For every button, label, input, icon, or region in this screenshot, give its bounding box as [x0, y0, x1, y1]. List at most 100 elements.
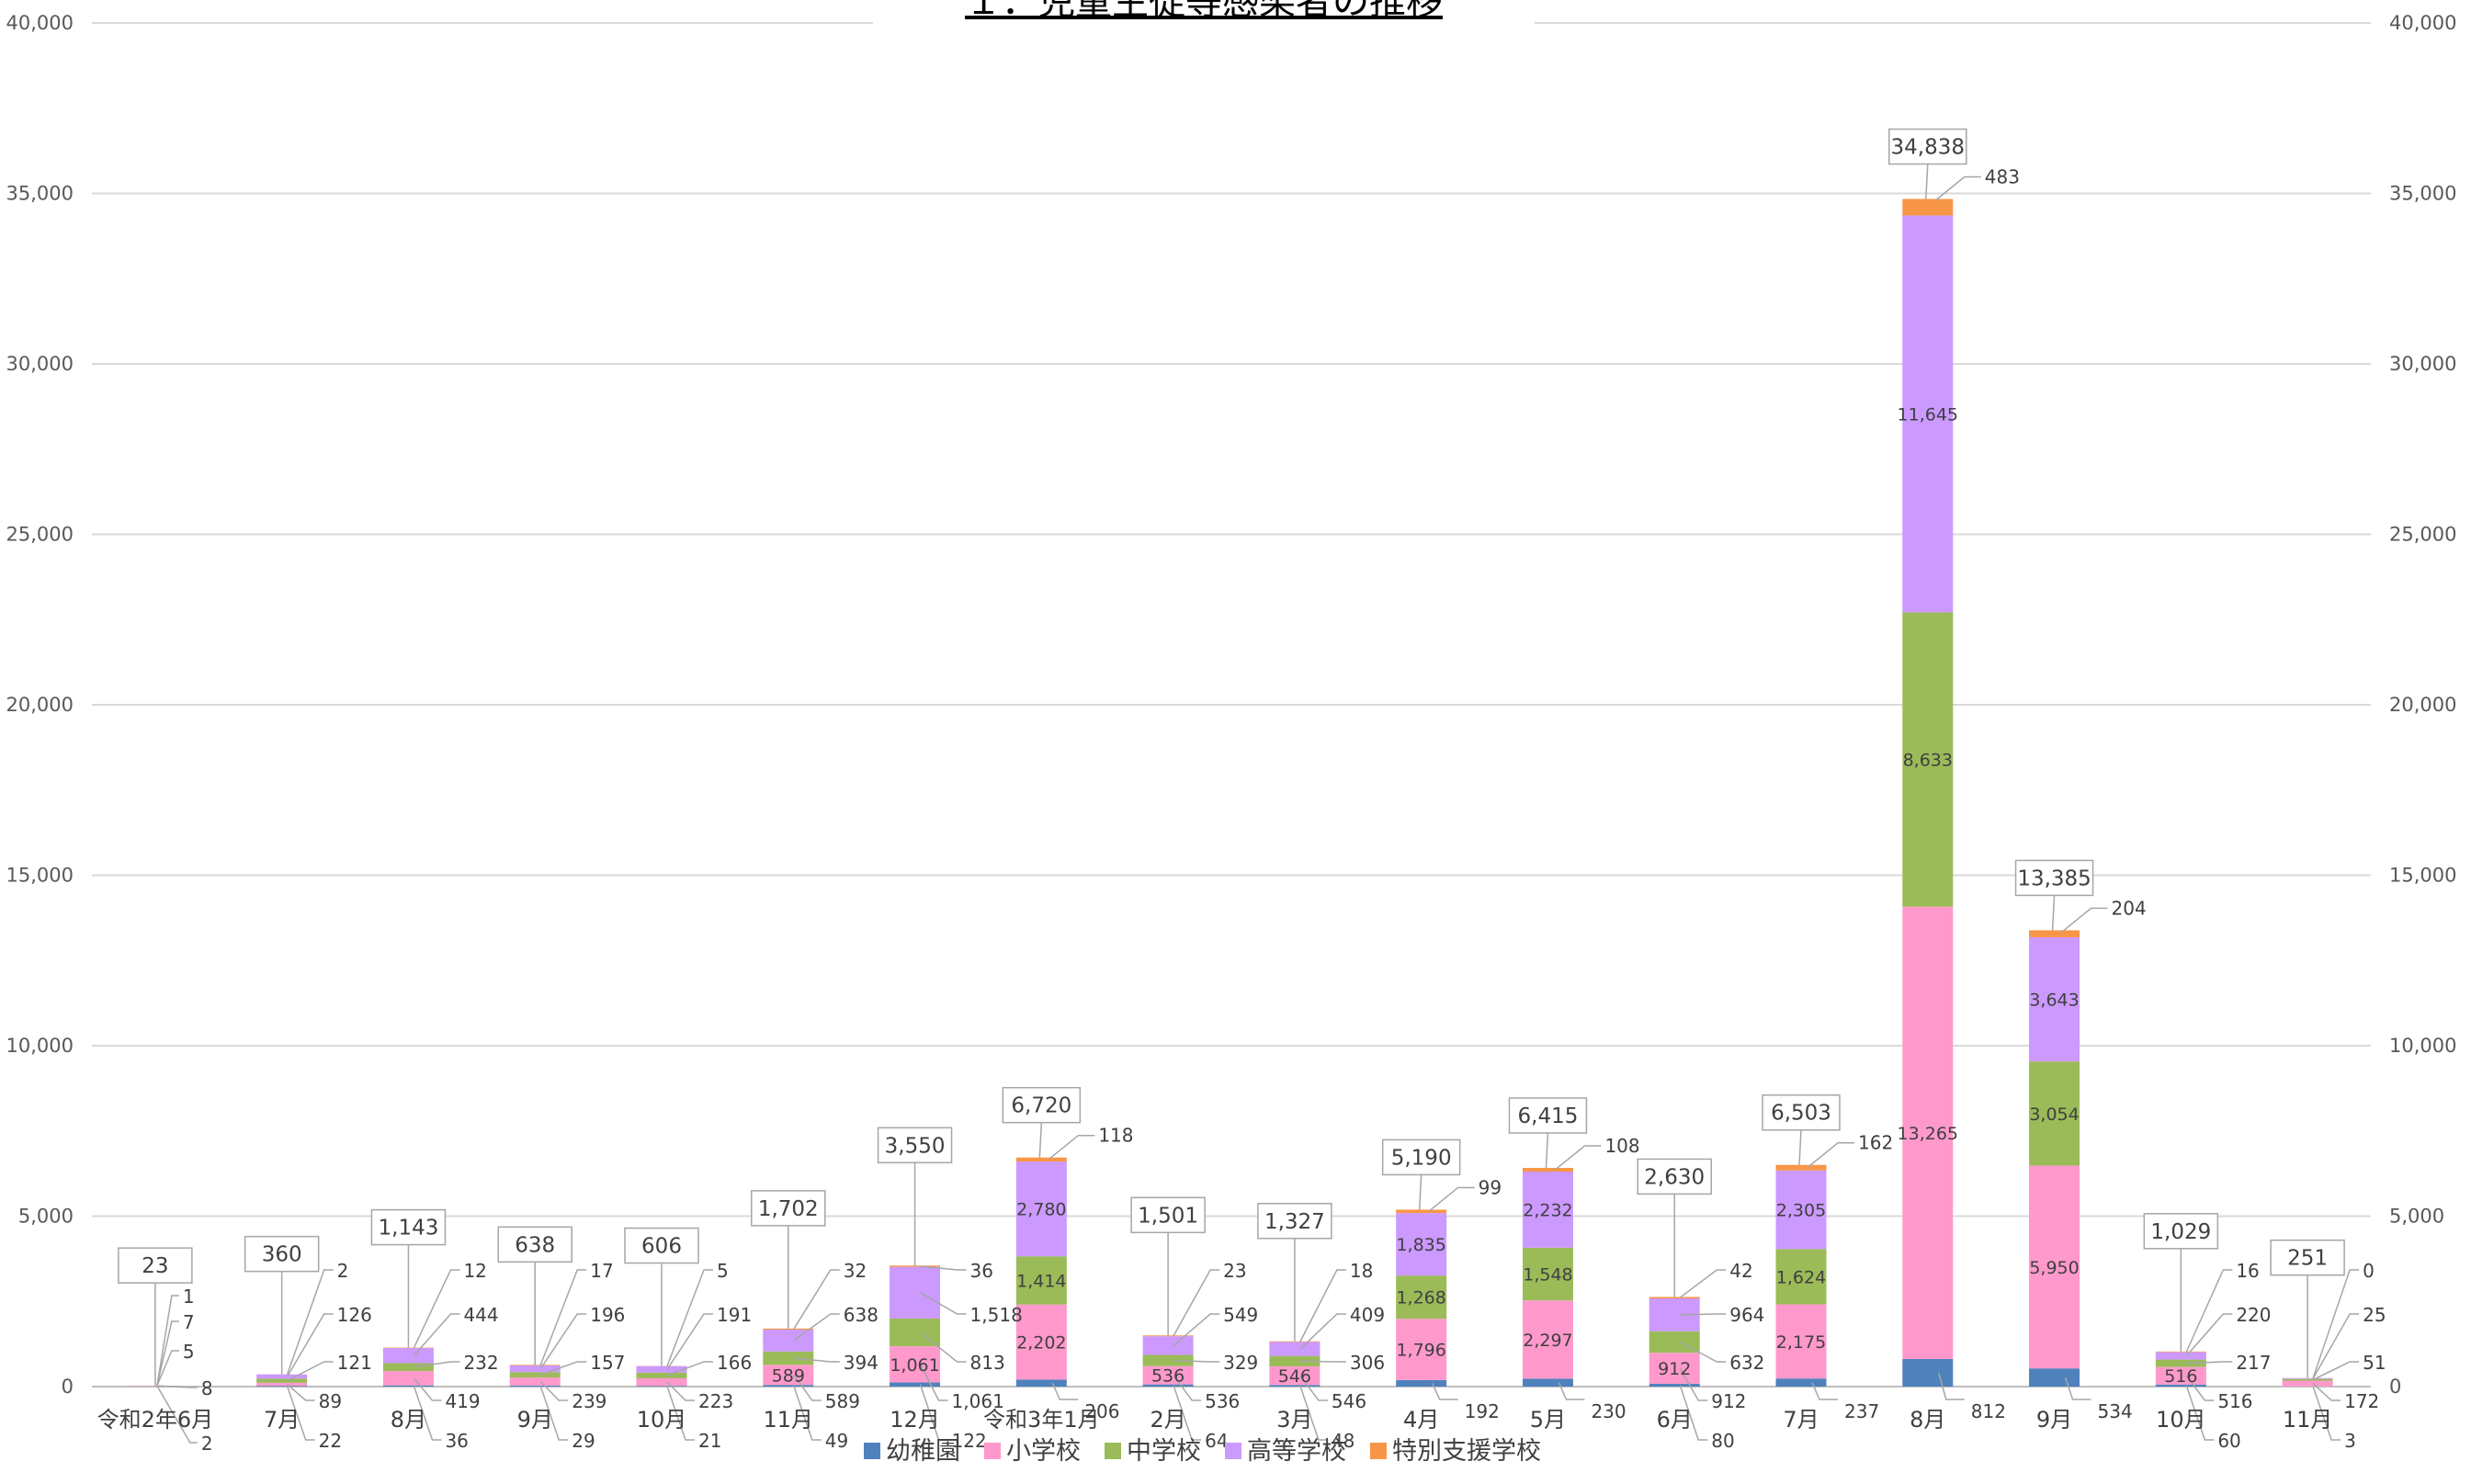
bar-segment	[636, 1377, 687, 1387]
segment-label: 812	[1971, 1400, 2006, 1422]
segment-label: 48	[1332, 1430, 1355, 1452]
x-tick-label: 10月	[2156, 1407, 2206, 1433]
bar-segment	[382, 1371, 434, 1386]
bar-segment	[1902, 198, 1954, 216]
leader-line	[1925, 164, 1929, 199]
bar-segment	[890, 1265, 941, 1267]
leader-line	[1811, 1382, 1838, 1400]
leader-line	[1048, 1134, 1095, 1161]
y-tick-label-right: 35,000	[2389, 183, 2456, 205]
y-tick-label-left: 0	[62, 1376, 74, 1398]
bar-segment	[2282, 1377, 2333, 1379]
bar-segment	[763, 1365, 814, 1386]
chart-title: １．児童生徒等感染者の推移	[965, 0, 1443, 23]
total-label: 3,550	[885, 1134, 946, 1158]
leader-line	[666, 1381, 695, 1401]
segment-label: 0	[2363, 1260, 2375, 1282]
leader-line	[1428, 1186, 1475, 1213]
leader-line	[1934, 176, 1981, 202]
segment-label: 1,061	[952, 1390, 1004, 1412]
segment-label: 204	[2112, 897, 2147, 919]
y-tick-label-left: 20,000	[6, 694, 74, 716]
segment-label: 964	[1729, 1304, 1764, 1326]
leader-line	[1173, 1385, 1202, 1441]
segment-label: 912	[1658, 1359, 1691, 1379]
leader-line	[539, 1269, 587, 1365]
bar-segment	[1902, 906, 1954, 1359]
segment-label: 12	[463, 1260, 486, 1282]
total-label-box	[2143, 1213, 2219, 1250]
bar-segment	[1522, 1378, 1573, 1387]
y-tick-label-left: 15,000	[6, 865, 74, 887]
x-tick-label: 5月	[1530, 1407, 1566, 1433]
leader-line	[793, 1357, 840, 1363]
total-label: 1,327	[1264, 1210, 1325, 1234]
bar-segment	[509, 1385, 561, 1387]
segment-label: 1	[183, 1286, 195, 1308]
leader-line	[1173, 1375, 1202, 1401]
total-label: 638	[515, 1233, 555, 1257]
legend-swatch	[984, 1443, 1001, 1459]
segment-label: 23	[1223, 1260, 1246, 1282]
bar-segment	[2029, 1061, 2080, 1166]
segment-label: 306	[1350, 1352, 1385, 1374]
total-label: 2,630	[1644, 1165, 1705, 1189]
segment-label: 32	[844, 1260, 867, 1282]
x-tick-label: 8月	[1910, 1407, 1945, 1433]
segment-label: 122	[952, 1430, 987, 1452]
legend-label: 高等学校	[1247, 1437, 1346, 1466]
leader-line	[156, 1350, 179, 1387]
bar-segment	[1649, 1353, 1700, 1385]
bar-segment	[1902, 215, 1954, 613]
segment-label: 21	[698, 1430, 721, 1452]
segment-label: 237	[1844, 1400, 1879, 1422]
segment-label: 191	[717, 1304, 752, 1326]
segment-label: 172	[2344, 1390, 2379, 1412]
leader-line	[156, 1385, 198, 1444]
y-tick-label-right: 40,000	[2389, 12, 2456, 34]
total-label-box	[497, 1226, 572, 1263]
leader-line	[2312, 1313, 2360, 1379]
legend-swatch	[1370, 1443, 1387, 1459]
leader-line	[1299, 1375, 1328, 1401]
segment-label: 546	[1332, 1390, 1366, 1412]
bar-segment	[636, 1365, 687, 1373]
bar-segment	[1142, 1354, 1194, 1366]
leader-line	[666, 1269, 713, 1366]
legend-entry: 特別支援学校	[1370, 1437, 1541, 1466]
segment-label: 25	[2363, 1304, 2386, 1326]
segment-label: 536	[1205, 1390, 1240, 1412]
x-tick-label: 7月	[264, 1407, 300, 1433]
segment-label: 516	[2217, 1390, 2252, 1412]
bar-segment	[382, 1363, 434, 1372]
leader-line	[2061, 907, 2108, 933]
bar-segment	[1396, 1379, 1447, 1387]
bar-segment	[2282, 1378, 2333, 1381]
segment-label: 2,297	[1523, 1331, 1572, 1351]
leader-line	[287, 1383, 315, 1401]
segment-label: 516	[2164, 1366, 2197, 1387]
leader-line	[2185, 1313, 2233, 1356]
bar-segment	[1396, 1213, 1447, 1276]
leader-line	[2312, 1383, 2341, 1401]
segment-label: 3,643	[2029, 991, 2079, 1011]
bar-segment	[1269, 1385, 1321, 1387]
y-axis-left: 0 5,000 10,000 15,000 20,000 25,000 30,000 35,0…	[6, 12, 74, 1398]
segment-label: 2	[337, 1260, 349, 1282]
leader-line	[666, 1313, 713, 1370]
leader-line	[1299, 1313, 1346, 1350]
y-tick-label-right: 5,000	[2389, 1206, 2444, 1228]
x-tick-label: 8月	[391, 1407, 426, 1433]
x-tick-label: 2月	[1150, 1407, 1185, 1433]
leader-line	[1554, 1145, 1602, 1171]
bar-segment	[890, 1382, 941, 1387]
leader-line	[666, 1361, 713, 1376]
x-tick-label: 12月	[890, 1407, 940, 1433]
leader-line	[2185, 1375, 2215, 1401]
y-tick-label-right: 30,000	[2389, 353, 2456, 375]
segment-label: 1,414	[1016, 1271, 1066, 1291]
segment-label: 409	[1350, 1304, 1385, 1326]
segment-label: 16	[2236, 1260, 2259, 1282]
total-label: 360	[262, 1243, 302, 1267]
